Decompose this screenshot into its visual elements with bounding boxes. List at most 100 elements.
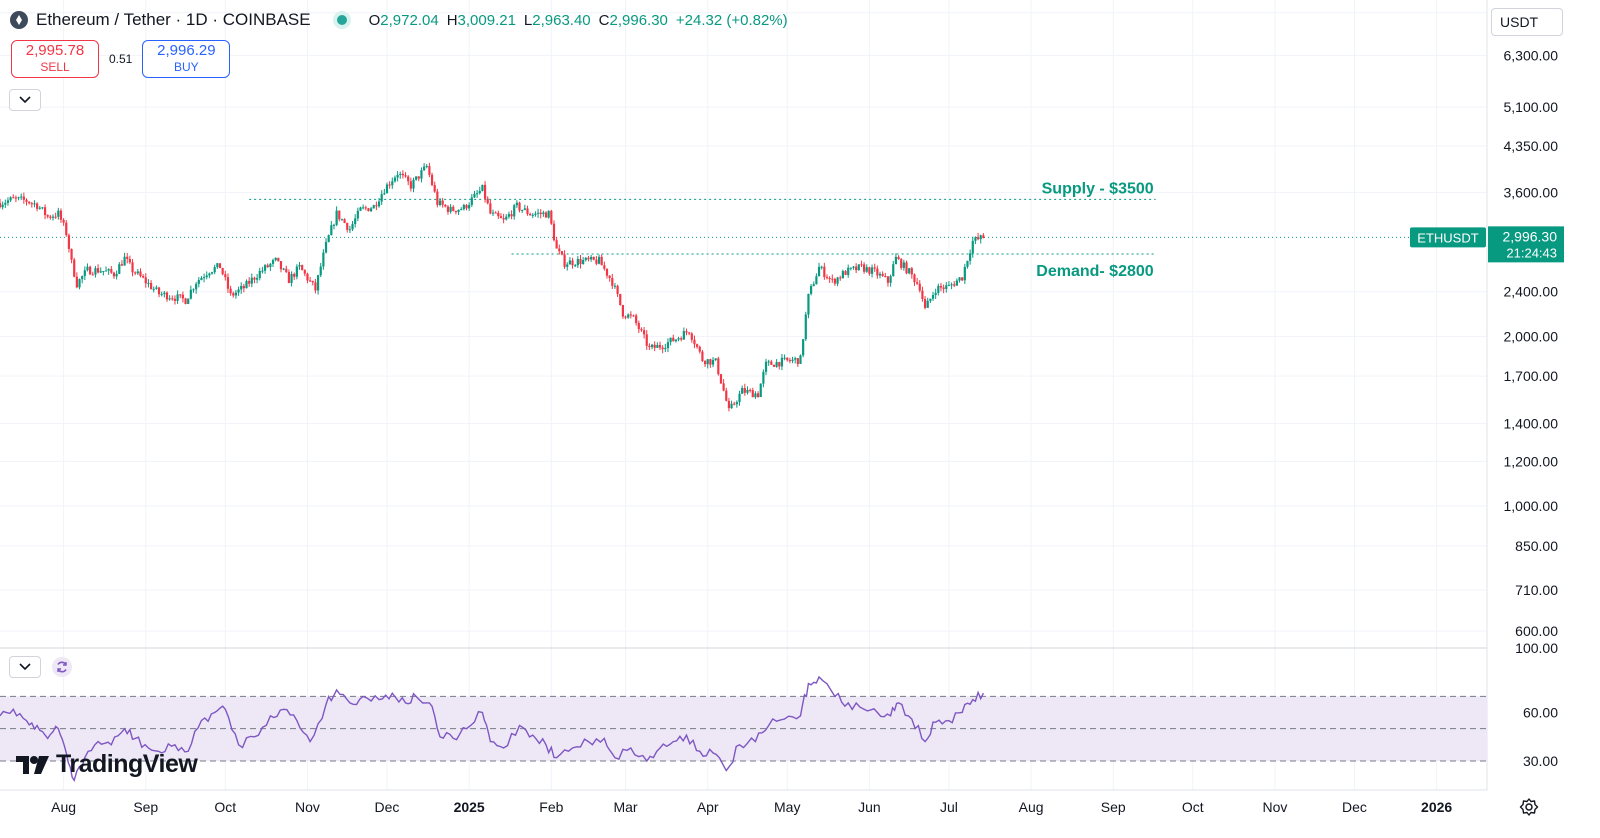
candle-body [979,235,982,240]
symbol-title[interactable]: Ethereum / Tether · 1D · COINBASE [36,10,311,29]
time-axis[interactable]: Aug Sep Oct Nov Dec 2025 Feb Mar Apr May Jun Jul Aug… [51,799,1452,815]
candle-body [59,210,63,220]
candle-body [584,257,587,261]
candle-body [327,235,330,242]
candle-body [468,204,471,209]
tradingview-logo[interactable]: TradingView [16,750,198,779]
candle-body [648,345,651,348]
candle-body [902,262,905,268]
candle-body [815,276,818,285]
candle-body [81,276,84,280]
price-tick-label: 5,100.00 [1504,99,1559,115]
rsi-line [0,675,985,782]
candle-body [772,364,776,367]
candle-body [756,393,760,398]
candle-body [298,265,301,267]
candle-body [690,333,693,340]
rsi-tick-label: 60.00 [1523,705,1558,721]
candle-body [454,210,458,213]
candle-body [643,330,646,335]
candle-body [653,344,656,348]
candle-body [616,285,619,294]
time-tick-label: Aug [1019,799,1044,815]
candle-body [232,293,235,296]
candle-body [202,277,206,279]
candle-body [224,274,227,278]
candle-body [982,235,985,239]
candle-body [900,259,903,268]
symbol-tag-bg [1410,227,1486,248]
candle-body [547,210,550,218]
candle-body [934,292,937,296]
candle-body [489,203,492,214]
refresh-icon[interactable] [52,657,72,677]
candle-body [706,359,709,365]
candle-body [923,298,927,308]
candle-body [303,270,306,274]
candle-body [78,279,81,288]
candle-body [566,264,569,267]
market-status-icon[interactable] [336,15,347,25]
candle-body [794,358,797,360]
candle-body [20,196,23,198]
buy-button[interactable]: 2,996.29 BUY [142,40,231,78]
candle-body [126,256,129,259]
candle-body [931,295,935,299]
candle-body [391,181,394,186]
candle-body [372,205,375,209]
candle-body [216,263,219,268]
collapse-indicator-button[interactable] [9,656,41,678]
candle-body [725,390,728,401]
candle-body [677,338,680,340]
tradingview-logo-icon [16,755,49,774]
candle-body [884,276,887,278]
candle-body [486,198,489,204]
candle-body [195,283,198,290]
candle-body [558,248,561,252]
candle-body [523,208,526,210]
candle-body [571,260,574,266]
candle-body [839,277,842,279]
time-tick-label: Dec [1342,799,1367,815]
price-change: +24.32 (+0.82%) [675,11,788,29]
candle-body [67,235,71,249]
candle-body [6,200,10,203]
candle-body [510,214,513,217]
price-tick-label: 4,350.00 [1504,138,1559,154]
candle-body [709,359,712,365]
candle-body [179,294,182,296]
candle-body [160,294,163,296]
candle-body [415,176,418,180]
price-tick-label: 1,000.00 [1504,498,1559,514]
candle-body [383,193,386,195]
candle-body [786,357,789,361]
price-tick-label: 1,400.00 [1504,416,1559,432]
rsi-series [0,675,985,782]
candle-body [971,240,974,254]
currency-selector[interactable]: USDT [1491,8,1563,36]
price-tick-label: 600.00 [1515,623,1558,639]
candle-body [552,223,556,241]
collapse-legend-button[interactable] [9,89,41,111]
gear-icon[interactable] [1519,797,1539,817]
candle-body [436,191,439,205]
candle-body [33,203,36,205]
candle-body [171,298,174,300]
price-axis[interactable]: 7,500.006,300.005,100.004,350.003,600.00… [1504,5,1559,769]
ohlc-close: C2,996.30 [598,11,668,29]
candle-body [929,298,932,301]
candle-body [746,389,749,393]
candle-body [444,204,447,207]
candle-body [563,254,566,267]
price-tag-countdown: 21:24:43 [1506,245,1557,260]
candle-body [539,212,542,215]
candle-body [491,212,495,214]
candle-body [905,262,908,274]
candle-body [791,359,794,362]
candle-body [544,212,548,218]
sell-button[interactable]: 2,995.78 SELL [11,40,99,78]
candle-body [401,173,404,176]
candle-body [9,197,12,201]
candle-body [258,270,261,279]
